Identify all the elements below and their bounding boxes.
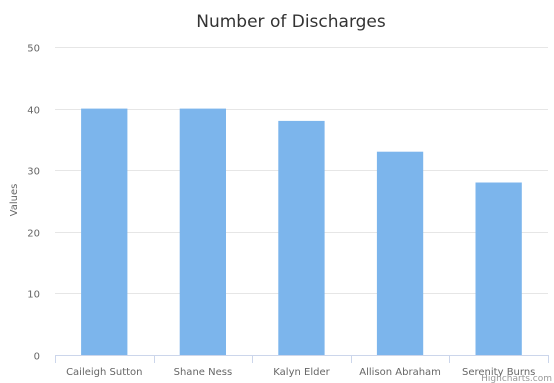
- bar-caileigh-sutton[interactable]: [81, 108, 128, 355]
- x-tick-label: Shane Ness: [174, 367, 233, 378]
- bar-kalyn-elder[interactable]: [278, 120, 325, 356]
- bar-shane-ness[interactable]: [179, 108, 226, 355]
- y-tick-label: 20: [27, 229, 40, 240]
- x-axis-ticks: Caileigh Sutton Shane Ness Kalyn Elder Alli…: [66, 367, 535, 378]
- y-tick-label: 50: [27, 44, 40, 55]
- x-tick-label: Allison Abraham: [359, 367, 441, 378]
- x-axis: [55, 355, 549, 363]
- bars: [81, 108, 522, 356]
- y-tick-label: 40: [27, 106, 40, 117]
- x-tick-label: Kalyn Elder: [273, 367, 330, 378]
- y-tick-label: 0: [34, 352, 40, 363]
- bar-allison-abraham[interactable]: [376, 151, 424, 355]
- y-tick-label: 10: [27, 290, 40, 301]
- bar-serenity-burns[interactable]: [475, 182, 522, 356]
- x-tick-label: Serenity Burns: [462, 367, 535, 378]
- y-tick-label: 30: [27, 167, 40, 178]
- chart-title: Number of Discharges: [196, 12, 386, 32]
- y-axis-ticks: 0 10 20 30 40 50: [27, 44, 40, 363]
- y-axis-label: Values: [9, 184, 20, 217]
- credits-link[interactable]: Highcharts.com: [481, 374, 552, 383]
- x-tick-label: Caileigh Sutton: [66, 367, 142, 378]
